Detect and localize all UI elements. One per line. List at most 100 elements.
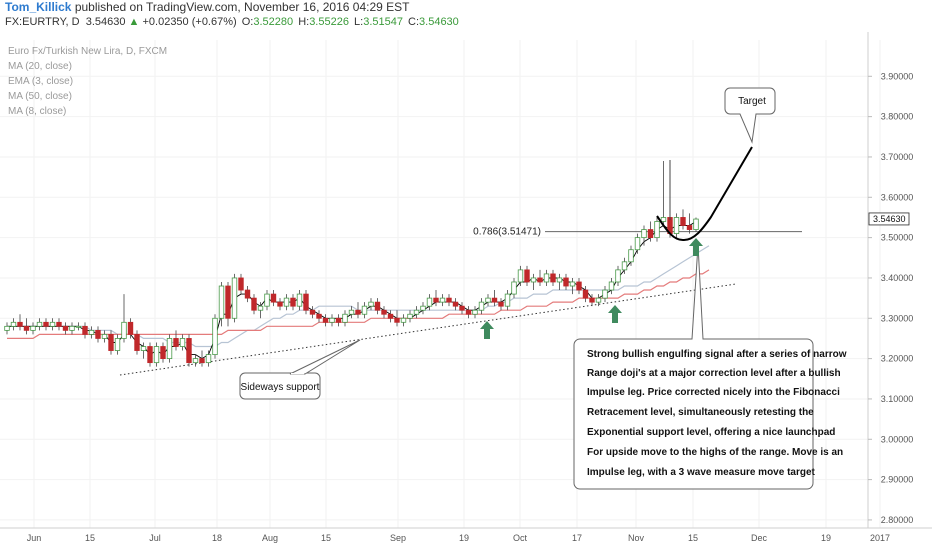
candle-body xyxy=(550,273,556,283)
candle-body xyxy=(316,313,322,319)
candle-body xyxy=(101,334,108,339)
candle-body xyxy=(524,269,530,283)
candle-body xyxy=(56,321,62,327)
candle xyxy=(524,265,530,287)
candle-body xyxy=(647,229,654,239)
x-tick-label: 2017 xyxy=(870,533,890,543)
candle xyxy=(316,310,322,323)
high-value: 3.55226 xyxy=(309,16,349,28)
candle-body xyxy=(537,277,543,283)
candle-body xyxy=(563,277,569,287)
candle xyxy=(173,330,179,351)
candle-body xyxy=(595,297,602,303)
legend-title: Euro Fx/Turkish New Lira, D, FXCM xyxy=(8,46,167,57)
candle xyxy=(179,334,186,351)
y-tick-label: 3.70000 xyxy=(881,152,914,162)
candle-body xyxy=(368,301,374,307)
candle-body xyxy=(348,309,355,315)
candle xyxy=(166,334,173,363)
candle xyxy=(355,302,361,319)
candle xyxy=(426,294,433,311)
candle-body xyxy=(452,301,459,307)
candle-body xyxy=(381,309,387,315)
author-link[interactable]: Tom_Killick xyxy=(5,0,72,14)
candle-body xyxy=(166,338,173,360)
note-line-6: For upside move to the highs of the rang… xyxy=(587,447,843,458)
candle-body xyxy=(602,289,608,299)
candle-body xyxy=(342,313,348,323)
candle xyxy=(199,350,205,367)
candle xyxy=(108,330,114,355)
candle xyxy=(82,322,88,339)
candle xyxy=(127,318,134,339)
x-tick-label: Nov xyxy=(628,533,645,543)
x-tick-label: 19 xyxy=(821,533,831,543)
signal-arrow-up-icon xyxy=(608,305,622,323)
price-chart[interactable]: Euro Fx/Turkish New Lira, D, FXCM MA (20… xyxy=(0,32,932,550)
candle-body xyxy=(589,297,595,303)
target-projection-curve[interactable] xyxy=(656,146,753,241)
candle xyxy=(576,277,582,295)
candle-body xyxy=(608,281,615,291)
close-value: 3.54630 xyxy=(419,16,459,28)
candle xyxy=(23,318,30,335)
candle xyxy=(238,273,244,295)
candle xyxy=(686,213,693,234)
candle-body xyxy=(517,269,524,283)
candle-body xyxy=(296,293,303,307)
price-axis[interactable]: 3.90000 3.80000 3.70000 3.60000 3.50000 3.400… xyxy=(868,71,913,525)
candle-body xyxy=(290,297,296,307)
candle xyxy=(147,342,153,367)
candle xyxy=(43,318,49,331)
up-arrow-icon: ▲ xyxy=(128,16,140,28)
target-callout[interactable]: Target xyxy=(724,87,776,144)
candle xyxy=(563,273,569,291)
candle xyxy=(472,306,478,319)
sideways-bubble xyxy=(239,372,321,400)
y-tick-label: 3.90000 xyxy=(881,71,914,81)
open-label: O: xyxy=(241,16,254,28)
sideways-label: Sideways support xyxy=(241,382,320,393)
sideways-callout[interactable]: Sideways support xyxy=(239,339,361,400)
chart-legend: Euro Fx/Turkish New Lira, D, FXCM MA (20… xyxy=(8,46,167,117)
target-bubble xyxy=(724,87,776,144)
candle-body xyxy=(543,273,550,283)
candle xyxy=(465,306,472,319)
candle-body xyxy=(355,309,361,315)
candle xyxy=(342,310,348,327)
candle-body xyxy=(186,338,192,364)
candle-body xyxy=(17,321,23,327)
published-text: published on TradingView.com, November 1… xyxy=(74,0,410,14)
signal-arrow-up-icon xyxy=(689,238,703,256)
x-tick-label: 19 xyxy=(459,533,469,543)
low-label: L: xyxy=(354,16,364,28)
candle xyxy=(433,290,439,307)
candle xyxy=(654,217,660,242)
candle-body xyxy=(303,293,309,311)
y-tick-label: 3.80000 xyxy=(881,112,914,122)
candle-body xyxy=(212,317,218,355)
candle-body xyxy=(179,338,186,347)
y-tick-label: 3.30000 xyxy=(881,313,914,323)
note-line-7: Impulse leg, with a 3 wave measure move … xyxy=(587,467,816,478)
x-tick-label: 15 xyxy=(688,533,698,543)
note-line-2: Range doji's at a major correction level… xyxy=(587,368,841,379)
candle xyxy=(56,318,62,331)
candle-body xyxy=(361,305,368,315)
y-tick-label: 3.40000 xyxy=(881,273,914,283)
candle-body xyxy=(660,217,667,222)
candle-body xyxy=(472,309,478,315)
candle-body xyxy=(257,305,264,311)
candle xyxy=(420,302,426,315)
candle xyxy=(530,273,537,291)
candle-body xyxy=(140,346,147,351)
candle xyxy=(30,322,36,335)
candle xyxy=(400,314,407,327)
candle-body xyxy=(446,297,452,303)
candle-body xyxy=(407,313,413,319)
note-callout[interactable]: Strong bullish engulfing signal after a … xyxy=(573,244,847,490)
time-axis[interactable]: Jun 15 Jul 18 Aug 15 Sep 19 Oct 17 Nov 15 Dec 19 2017 xyxy=(27,533,890,543)
candle-body xyxy=(88,329,95,335)
candle xyxy=(225,281,231,327)
candle xyxy=(62,322,69,335)
